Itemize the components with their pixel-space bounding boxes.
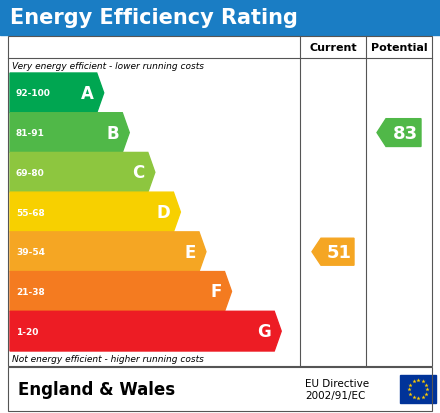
Text: 69-80: 69-80 — [16, 169, 45, 177]
Text: Current: Current — [309, 43, 357, 53]
Text: 2002/91/EC: 2002/91/EC — [305, 390, 365, 400]
Polygon shape — [10, 272, 231, 311]
Text: B: B — [106, 124, 119, 142]
Polygon shape — [10, 232, 206, 272]
Text: 83: 83 — [393, 124, 418, 142]
Polygon shape — [10, 193, 180, 232]
Polygon shape — [10, 114, 129, 153]
Polygon shape — [312, 239, 354, 266]
Bar — [0, 0, 440, 36]
Text: 55-68: 55-68 — [16, 208, 45, 217]
Text: England & Wales: England & Wales — [18, 380, 175, 398]
Text: EU Directive: EU Directive — [305, 378, 369, 388]
Text: Very energy efficient - lower running costs: Very energy efficient - lower running co… — [12, 62, 204, 71]
Text: 1-20: 1-20 — [16, 327, 38, 336]
Bar — [8, 367, 432, 411]
Text: 51: 51 — [326, 243, 352, 261]
Text: G: G — [257, 323, 271, 340]
Text: 92-100: 92-100 — [16, 89, 51, 98]
Text: C: C — [132, 164, 145, 182]
Text: F: F — [210, 283, 221, 301]
Text: Potential: Potential — [370, 43, 427, 53]
Text: 39-54: 39-54 — [16, 248, 45, 256]
Polygon shape — [377, 119, 421, 147]
Polygon shape — [10, 311, 281, 351]
Text: D: D — [157, 204, 170, 221]
Text: 21-38: 21-38 — [16, 287, 45, 296]
Text: 81-91: 81-91 — [16, 129, 45, 138]
Text: Not energy efficient - higher running costs: Not energy efficient - higher running co… — [12, 354, 204, 363]
Bar — [8, 37, 432, 366]
Text: Energy Efficiency Rating: Energy Efficiency Rating — [10, 8, 298, 28]
Text: E: E — [185, 243, 196, 261]
Polygon shape — [10, 153, 155, 193]
Bar — [400, 375, 436, 403]
Text: A: A — [81, 85, 94, 102]
Polygon shape — [10, 74, 104, 114]
